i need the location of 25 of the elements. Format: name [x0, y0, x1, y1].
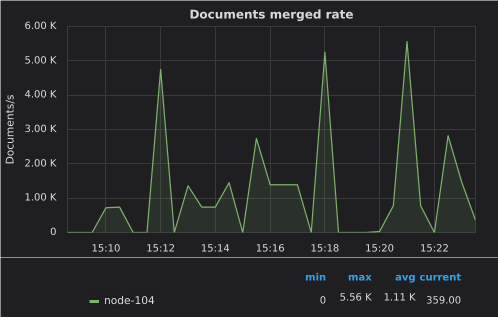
- chart-title: Documents merged rate: [189, 8, 354, 22]
- text: 359.00: [426, 296, 462, 306]
- y-tick-label: 3.00 K: [24, 124, 57, 135]
- y-tick-label: 5.00 K: [24, 55, 57, 66]
- text: avg: [395, 272, 416, 284]
- y-tick-label: 6.00 K: [24, 21, 57, 32]
- y-tick-label: 0: [50, 227, 57, 238]
- y-tick-label: 2.00 K: [24, 158, 57, 170]
- y-axis-title: Documents/s: [4, 94, 16, 164]
- text: 1.11 K: [384, 292, 416, 304]
- y-tick-label: 1.00 K: [24, 192, 57, 204]
- x-tick-label: 15:10: [92, 244, 120, 254]
- text: min: [305, 272, 326, 284]
- y-tick-label: 4.00 K: [24, 90, 57, 101]
- x-tick-label: 15:18: [310, 244, 340, 254]
- legend-label: node-104: [104, 294, 155, 307]
- text: 5.56 K: [340, 292, 372, 304]
- x-tick-label: 15:14: [200, 244, 230, 254]
- x-tick-label: 15:20: [365, 244, 394, 254]
- x-tick-label: 15:22: [420, 244, 449, 254]
- x-tick-label: 15:16: [256, 244, 285, 254]
- text: 0: [320, 296, 326, 306]
- text: max: [348, 272, 372, 284]
- text: current: [420, 272, 462, 284]
- x-tick-label: 15:12: [146, 244, 176, 254]
